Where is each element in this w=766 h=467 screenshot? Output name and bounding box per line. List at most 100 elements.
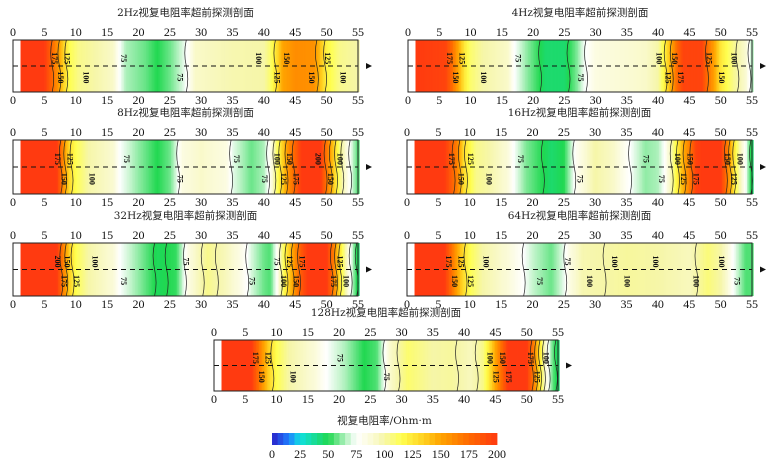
heatmap-cell [332, 40, 335, 92]
heatmap-cell [266, 340, 269, 391]
contour-label: 75 [175, 175, 184, 183]
heatmap-cell [604, 40, 607, 92]
contour-label: 75 [260, 175, 269, 183]
contour-line [323, 39, 327, 93]
x-tick-label-bottom: 25 [164, 93, 176, 107]
heatmap-cell [199, 243, 202, 296]
heatmap-cell [684, 40, 687, 92]
heatmap-cell [414, 140, 417, 194]
heatmap-cell [357, 40, 360, 92]
heatmap-cell [144, 40, 147, 92]
x-tick-label-bottom: 15 [495, 297, 507, 311]
profile-panel: 4Hz视复电阻率超前探测剖面17515012510075751001251501… [405, 6, 766, 107]
heatmap-cell [737, 243, 740, 296]
heatmap-cell [251, 140, 254, 194]
heatmap-cell [654, 243, 657, 296]
heatmap-cell [227, 340, 230, 391]
plot-frame [213, 339, 559, 392]
x-tick-label-bottom: 20 [527, 93, 539, 107]
direction-arrow-icon [366, 164, 372, 170]
heatmap-cell [37, 140, 40, 194]
heatmap-cell [751, 140, 754, 194]
colorbar-swatch [305, 433, 312, 445]
heatmap-cell [420, 243, 423, 296]
heatmap-cell [216, 243, 219, 296]
heatmap-cell [576, 140, 579, 194]
direction-arrow-icon [760, 266, 766, 273]
heatmap-cell [509, 340, 512, 391]
heatmap-cell [646, 140, 649, 194]
heatmap-cell [116, 140, 119, 194]
heatmap-cell [135, 140, 137, 194]
x-tick-label-top: 45 [289, 125, 301, 139]
heatmap-cell [602, 140, 605, 194]
heatmap-cell [252, 243, 255, 296]
heatmap-cell [539, 243, 542, 296]
x-tick-label-bottom: 50 [321, 297, 333, 311]
heatmap-cell [409, 340, 412, 391]
contour-label: 175 [504, 371, 513, 383]
heatmap-cell [422, 243, 425, 296]
heatmap-cell [619, 140, 622, 194]
x-tick-label-top: 25 [164, 228, 176, 242]
heatmap-cell [224, 140, 227, 194]
heatmap-cell [640, 40, 643, 92]
heatmap-cell [729, 40, 732, 92]
contour-label: 125 [466, 275, 475, 287]
heatmap-cell [478, 40, 481, 92]
contour-label: 175 [298, 256, 307, 268]
heatmap-cell [422, 140, 425, 194]
heatmap-cell [262, 140, 264, 194]
heatmap-cell [746, 140, 749, 194]
heatmap-cell [302, 340, 305, 391]
heatmap-cell [610, 140, 613, 194]
heatmap-cell [746, 243, 749, 296]
heatmap-cell [29, 140, 32, 194]
x-tick-label-top: 10 [70, 25, 82, 39]
heatmap-cell [745, 40, 748, 92]
heatmap-cell [638, 243, 641, 296]
heatmap-cell [566, 140, 569, 194]
heatmap-cell [236, 243, 239, 296]
contour-label: 125 [492, 371, 501, 383]
heatmap-cell [28, 140, 31, 194]
heatmap-cell [667, 140, 669, 194]
contour-label: 125 [335, 256, 344, 268]
colorbar-swatch [468, 433, 475, 445]
heatmap-cell [657, 243, 660, 296]
contour-label: 75 [182, 258, 191, 266]
heatmap-cell [62, 243, 65, 296]
heatmap-cell [449, 40, 452, 92]
heatmap-cell [357, 140, 360, 194]
heatmap-cell [28, 243, 31, 296]
heatmap-cell [551, 340, 554, 391]
x-tick-label-top: 45 [683, 25, 695, 39]
heatmap-cell [343, 243, 346, 296]
colorbar-swatch [407, 433, 414, 445]
heatmap-cell [498, 340, 501, 391]
x-tick-label-bottom: 40 [652, 297, 664, 311]
contour-label: 125 [704, 52, 713, 64]
x-tick-label-bottom: 15 [496, 93, 508, 107]
contour-line [747, 39, 752, 93]
heatmap-cell [73, 40, 76, 92]
heatmap-cell [673, 40, 676, 92]
contour-label: 100 [91, 256, 100, 268]
heatmap-cell [189, 243, 192, 296]
heatmap-cell [208, 40, 211, 92]
x-tick-label-top: 5 [436, 25, 442, 39]
heatmap-cell [557, 340, 560, 391]
direction-arrow-icon [760, 164, 766, 170]
x-tick-label-bottom: 40 [652, 93, 664, 107]
heatmap-cell [712, 40, 715, 92]
heatmap-cell [26, 40, 29, 92]
heatmap-cell [343, 40, 346, 92]
contour-label: 200 [313, 153, 322, 165]
x-tick-label-top: 30 [195, 228, 207, 242]
x-tick-label-top: 10 [70, 228, 82, 242]
heatmap-cell [545, 340, 548, 391]
x-tick-label-top: 20 [333, 325, 345, 339]
x-tick-label-bottom: 35 [227, 195, 239, 209]
contour-label: 175 [526, 352, 535, 364]
heatmap-cell [235, 243, 238, 296]
